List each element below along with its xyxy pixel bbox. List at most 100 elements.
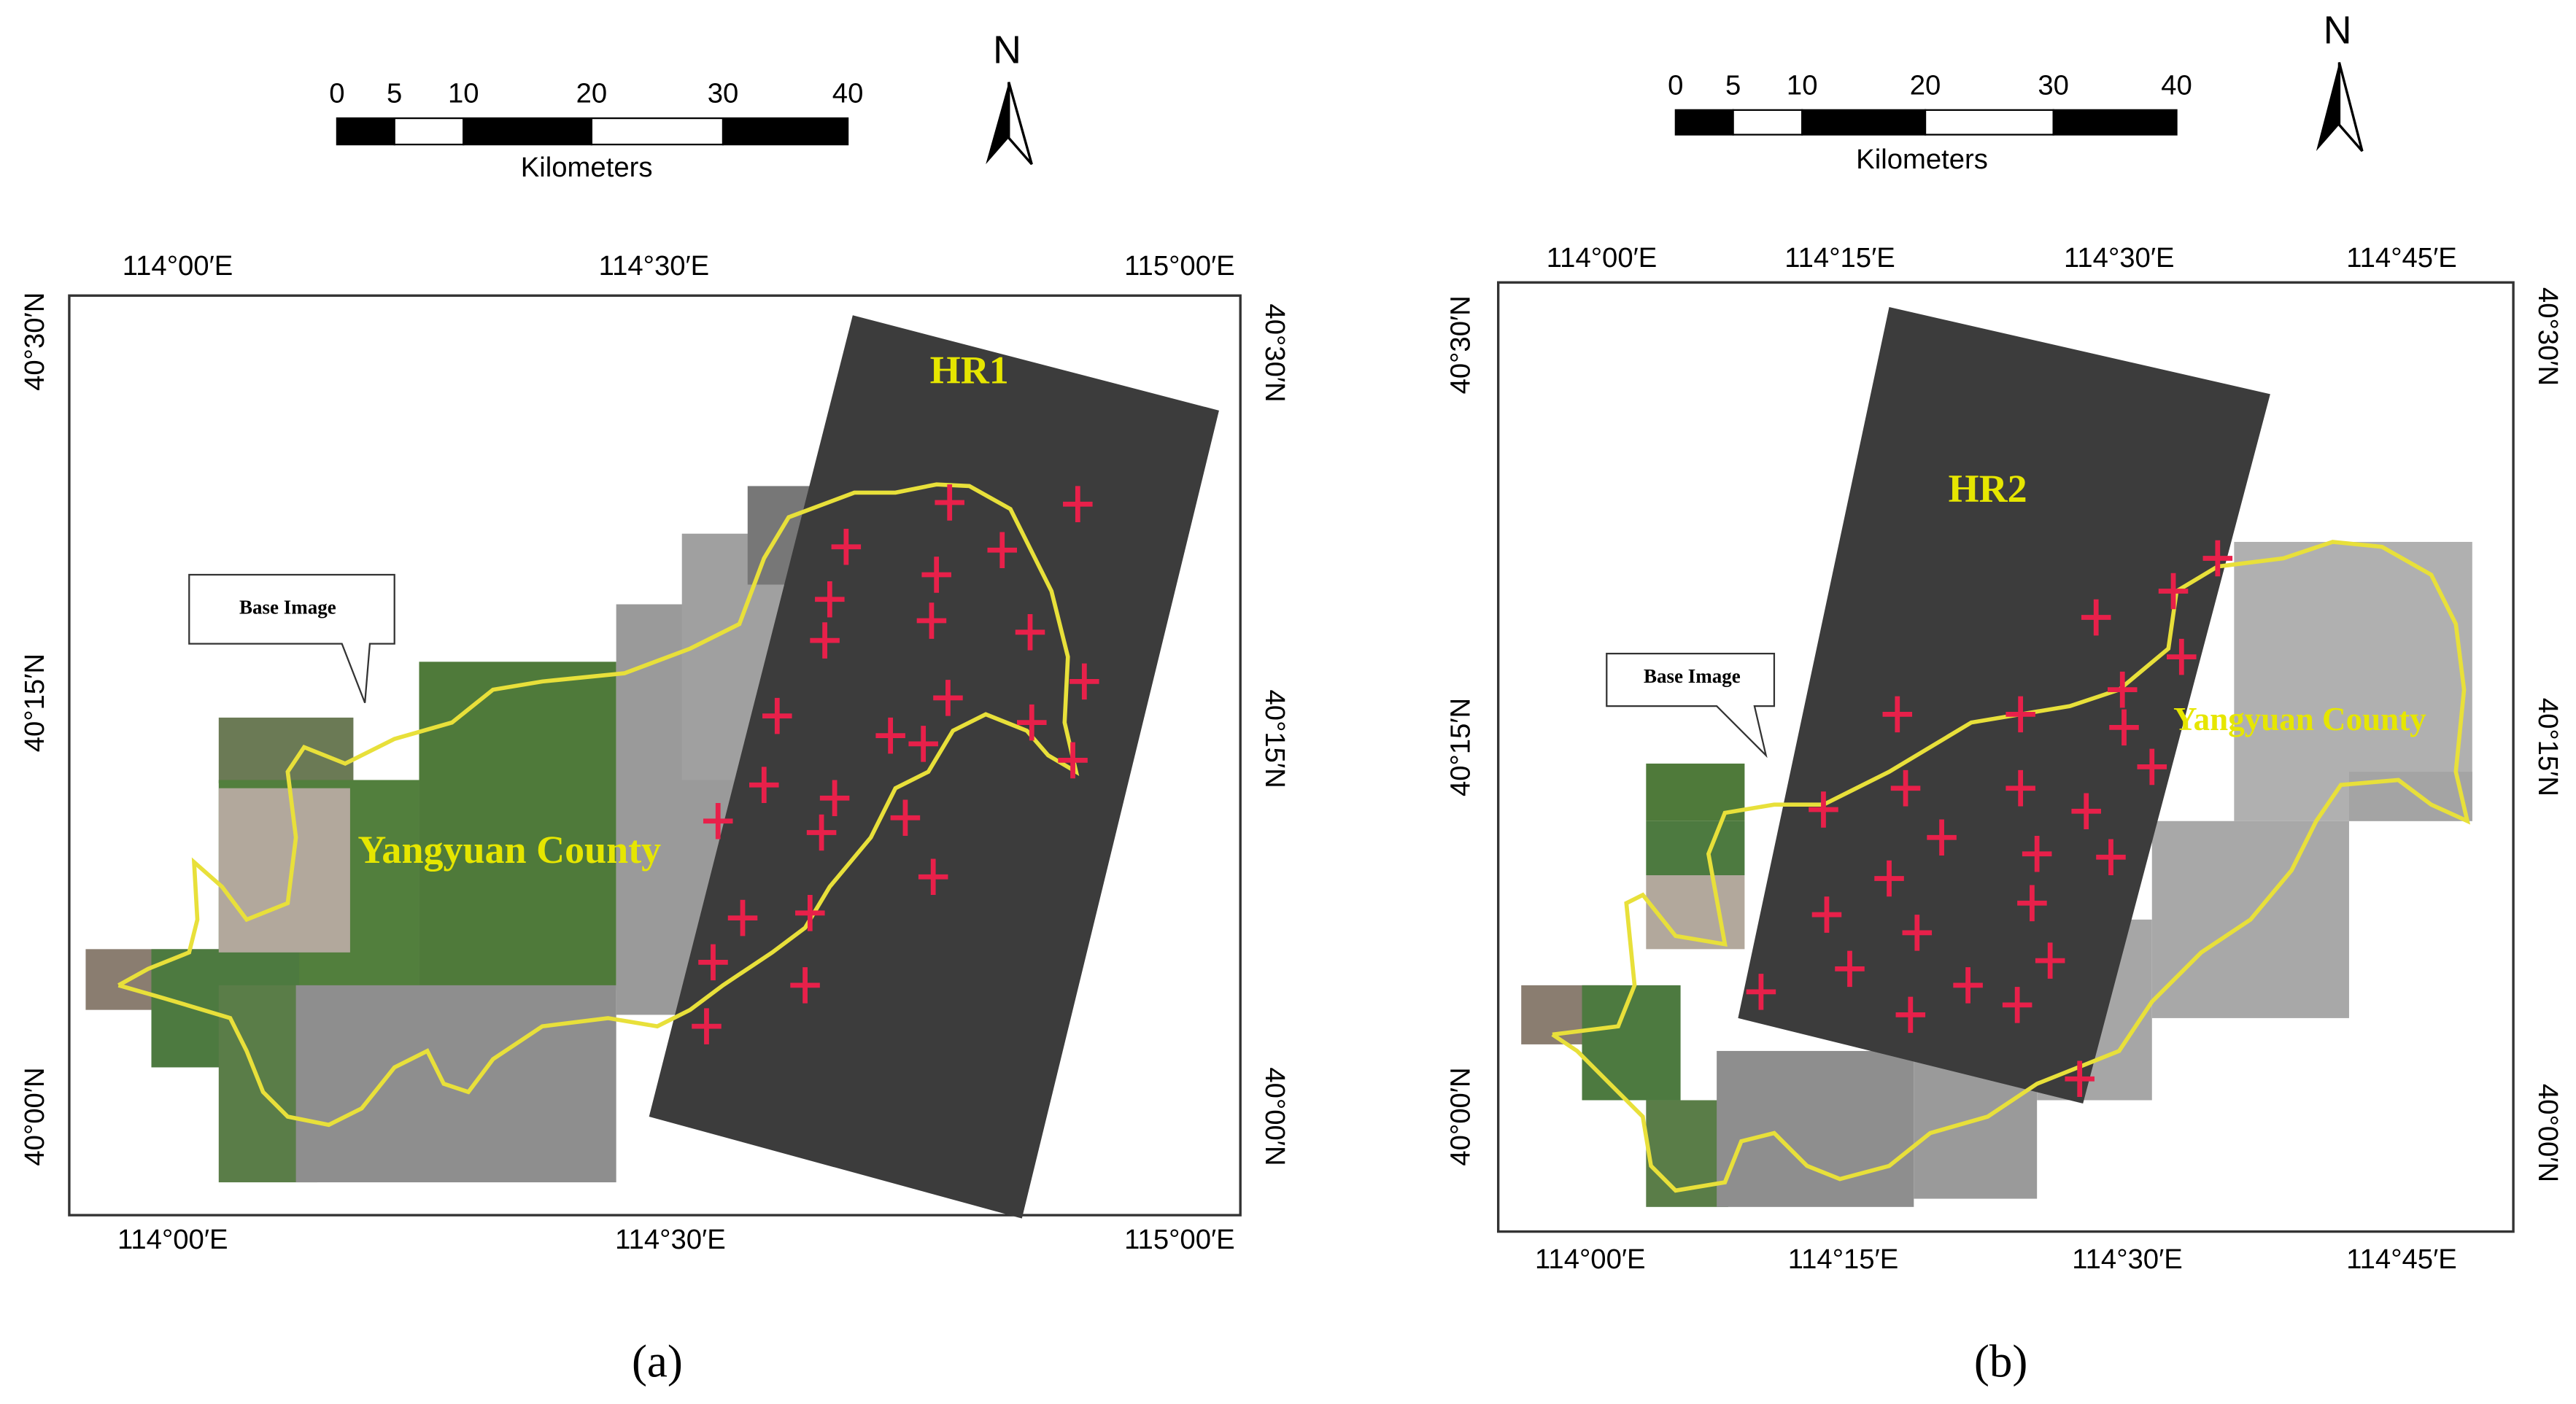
scale-label: 20 [1910,69,1941,101]
control-point [1882,696,1913,733]
control-point [2158,573,2189,610]
left-tick-label: 40°15′N [19,653,50,752]
scale-label: 30 [708,78,739,109]
top-tick-label: 115°00′E [1124,250,1235,282]
image-tile [1646,875,1745,950]
control-point [916,602,947,639]
image-tile [218,788,350,953]
scale-segment [1801,109,1927,136]
right-tick-label: 40°15′N [1259,690,1291,788]
bottom-tick-label: 114°15′E [1788,1244,1899,1275]
scale-segment [1924,109,2054,136]
control-point [1017,704,1047,741]
right-tick-label: 40°30′N [2532,287,2564,386]
control-point [1874,860,1904,897]
control-point [2035,942,2065,979]
left-tick-label: 40°00′N [19,1067,50,1166]
panel-caption: (a) [632,1336,683,1387]
county-boundary [1551,540,2471,1193]
map-panel: 0 5 10 20 30 40 Kilometers N HR1 Yangyuan County B… [19,28,1291,1386]
scale-segment [1732,109,1803,136]
scale-segment [336,117,395,146]
control-point [2107,671,2138,708]
north-arrow-left [986,82,1009,165]
control-point [935,484,964,521]
image-tile [295,985,616,1183]
left-tick-label: 40°00′N [1444,1067,1476,1166]
control-point [2017,885,2047,922]
scale-label: 40 [2161,69,2192,101]
control-point [2071,793,2101,829]
control-point [1890,769,1921,807]
control-point [1063,486,1093,522]
control-point [2109,709,2139,746]
control-point [1746,974,1776,1010]
image-tile [1717,1050,1914,1207]
control-point [1809,791,1838,828]
left-tick-label: 40°30′N [1444,295,1476,394]
scale-unit: Kilometers [1856,144,1988,175]
hr-label: HR2 [1949,467,2027,511]
control-point [908,726,938,762]
control-point [1953,967,1983,1004]
right-tick-label: 40°30′N [1259,303,1291,402]
control-point [890,799,921,836]
control-point [2022,835,2052,872]
scale-label: 30 [2038,69,2069,101]
north-arrow-right [1007,82,1033,166]
callout-box [188,573,395,704]
scale-segment [2052,109,2178,136]
map-panel: 0 5 10 20 30 40 Kilometers N HR2 Yangyuan County B… [1444,8,2564,1386]
hr-image [649,315,1219,1219]
panel-caption: (b) [1974,1336,2028,1387]
image-tile [1646,821,1745,876]
scale-label: 10 [1787,69,1818,101]
north-arrow-right [2337,62,2364,152]
image-tile [419,662,616,990]
control-point [2006,769,2035,807]
county-label: Yangyuan County [2173,701,2426,737]
hr-label: HR1 [930,349,1009,392]
county-label: Yangyuan County [357,828,661,872]
control-point [875,717,905,754]
right-tick-label: 40°00′N [2532,1084,2564,1182]
scale-segment [590,117,724,146]
control-point [918,858,948,896]
control-point [2081,599,2111,636]
north-label: N [2324,8,2352,52]
control-point [2202,540,2233,577]
control-point [2065,1060,2095,1097]
control-point [933,680,963,716]
image-tile [1646,1100,1728,1207]
control-point [2167,638,2197,675]
top-tick-label: 114°45′E [2346,242,2457,274]
control-point [703,802,733,839]
control-point [921,556,951,593]
scale-unit: Kilometers [521,152,653,183]
scale-segment [722,117,849,146]
control-point [2096,839,2126,876]
scale-segment [463,117,593,146]
control-point [1058,742,1088,779]
callout-text: Base Image [239,596,336,618]
left-tick-label: 40°30′N [19,292,50,391]
scale-label: 10 [448,78,479,109]
scale-label: 0 [329,78,344,109]
image-tile [1582,985,1681,1101]
control-point [810,622,840,659]
control-point [815,581,845,618]
bottom-tick-label: 114°45′E [2346,1244,2457,1275]
right-tick-label: 40°15′N [2532,698,2564,796]
hr-image [1738,307,2270,1104]
control-point [698,944,728,981]
scale-label: 20 [576,78,608,109]
control-point [819,780,850,816]
scale-label: 0 [1668,69,1683,101]
county-boundary [117,482,1080,1128]
control-point [1835,950,1865,988]
scale-label: 5 [1725,69,1741,101]
scale-segment [393,117,465,146]
top-tick-label: 114°00′E [123,250,233,282]
bottom-tick-label: 114°00′E [1535,1244,1646,1275]
